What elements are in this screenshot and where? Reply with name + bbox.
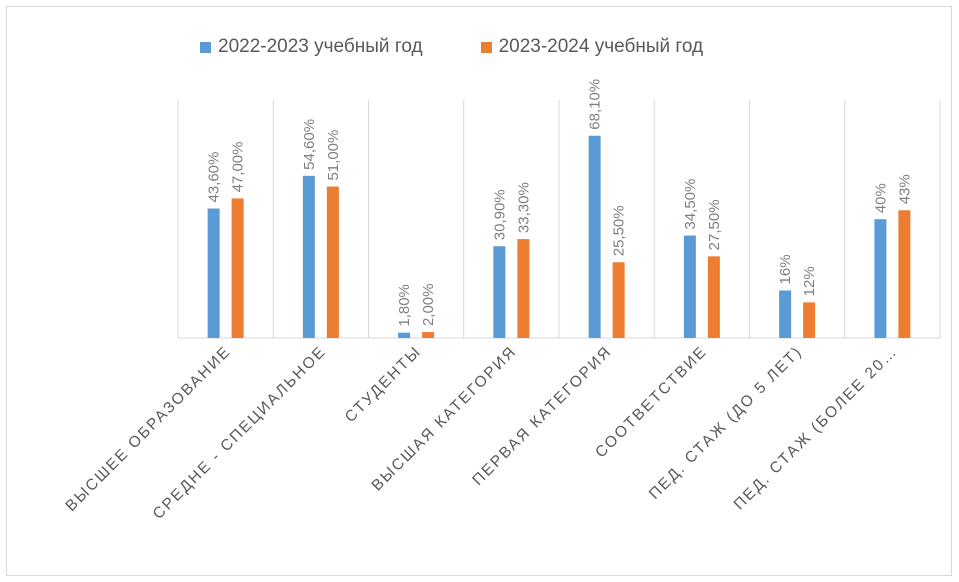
category-label-7: ПЕД. СТАЖ (ДО 5 ЛЕТ) xyxy=(646,343,806,503)
data-label-series-2-2: 51,00% xyxy=(325,130,342,181)
data-label-series-2-3: 2,00% xyxy=(420,284,437,327)
bar-series-2-4 xyxy=(517,239,530,338)
data-label-series-2-8: 43% xyxy=(896,174,913,204)
legend: 2022-2023 учебный год 2023-2024 учебный … xyxy=(200,36,703,58)
data-label-series-2-4: 33,30% xyxy=(515,182,532,233)
bar-series-1-5 xyxy=(588,135,601,338)
data-label-series-1-5: 68,10% xyxy=(587,79,604,130)
bar-series-2-6 xyxy=(707,256,720,338)
bar-series-1-4 xyxy=(493,246,506,338)
legend-swatch-series-1 xyxy=(200,41,211,53)
bar-series-2-1 xyxy=(231,198,244,338)
data-label-series-2-5: 25,50% xyxy=(611,205,628,256)
category-label-3: СТУДЕНТЫ xyxy=(342,343,425,426)
data-label-series-2-7: 12% xyxy=(801,266,818,296)
bar-series-1-6 xyxy=(683,235,696,338)
bar-series-1-1 xyxy=(207,208,220,338)
bar-series-2-7 xyxy=(803,302,816,338)
data-label-series-1-1: 43,60% xyxy=(206,152,223,203)
data-label-series-1-4: 30,90% xyxy=(491,189,508,240)
data-label-series-1-2: 54,60% xyxy=(301,119,318,170)
legend-label-series-2: 2023-2024 учебный год xyxy=(498,36,704,57)
data-label-series-2-1: 47,00% xyxy=(230,142,247,193)
legend-swatch-series-2 xyxy=(480,41,492,53)
legend-label-series-1: 2022-2023 учебный год xyxy=(218,36,423,57)
bar-series-2-2 xyxy=(326,186,339,338)
bar-series-2-5 xyxy=(612,262,625,338)
data-label-series-2-6: 27,50% xyxy=(706,199,723,250)
data-label-series-1-8: 40% xyxy=(872,183,889,213)
bar-series-1-2 xyxy=(302,175,315,338)
data-label-series-1-3: 1,80% xyxy=(396,284,413,327)
bar-series-2-3 xyxy=(422,332,435,338)
bar-series-1-3 xyxy=(398,332,411,338)
bar-series-1-8 xyxy=(874,219,887,338)
chart-area xyxy=(6,6,952,576)
legend-item-series-1: 2022-2023 учебный год xyxy=(200,36,423,58)
category-label-2: СРЕДНЕ - СПЕЦИАЛЬНОЕ xyxy=(150,343,330,523)
category-label-8: ПЕД. СТАЖ (БОЛЕЕ 20… xyxy=(731,343,902,514)
legend-item-series-2: 2023-2024 учебный год xyxy=(480,36,704,58)
category-label-1: ВЫСШЕЕ ОБРАЗОВАНИЕ xyxy=(62,343,234,515)
bar-series-1-7 xyxy=(779,290,792,338)
data-label-series-1-6: 34,50% xyxy=(682,179,699,230)
bar-series-2-8 xyxy=(898,210,911,338)
data-label-series-1-7: 16% xyxy=(777,254,794,284)
